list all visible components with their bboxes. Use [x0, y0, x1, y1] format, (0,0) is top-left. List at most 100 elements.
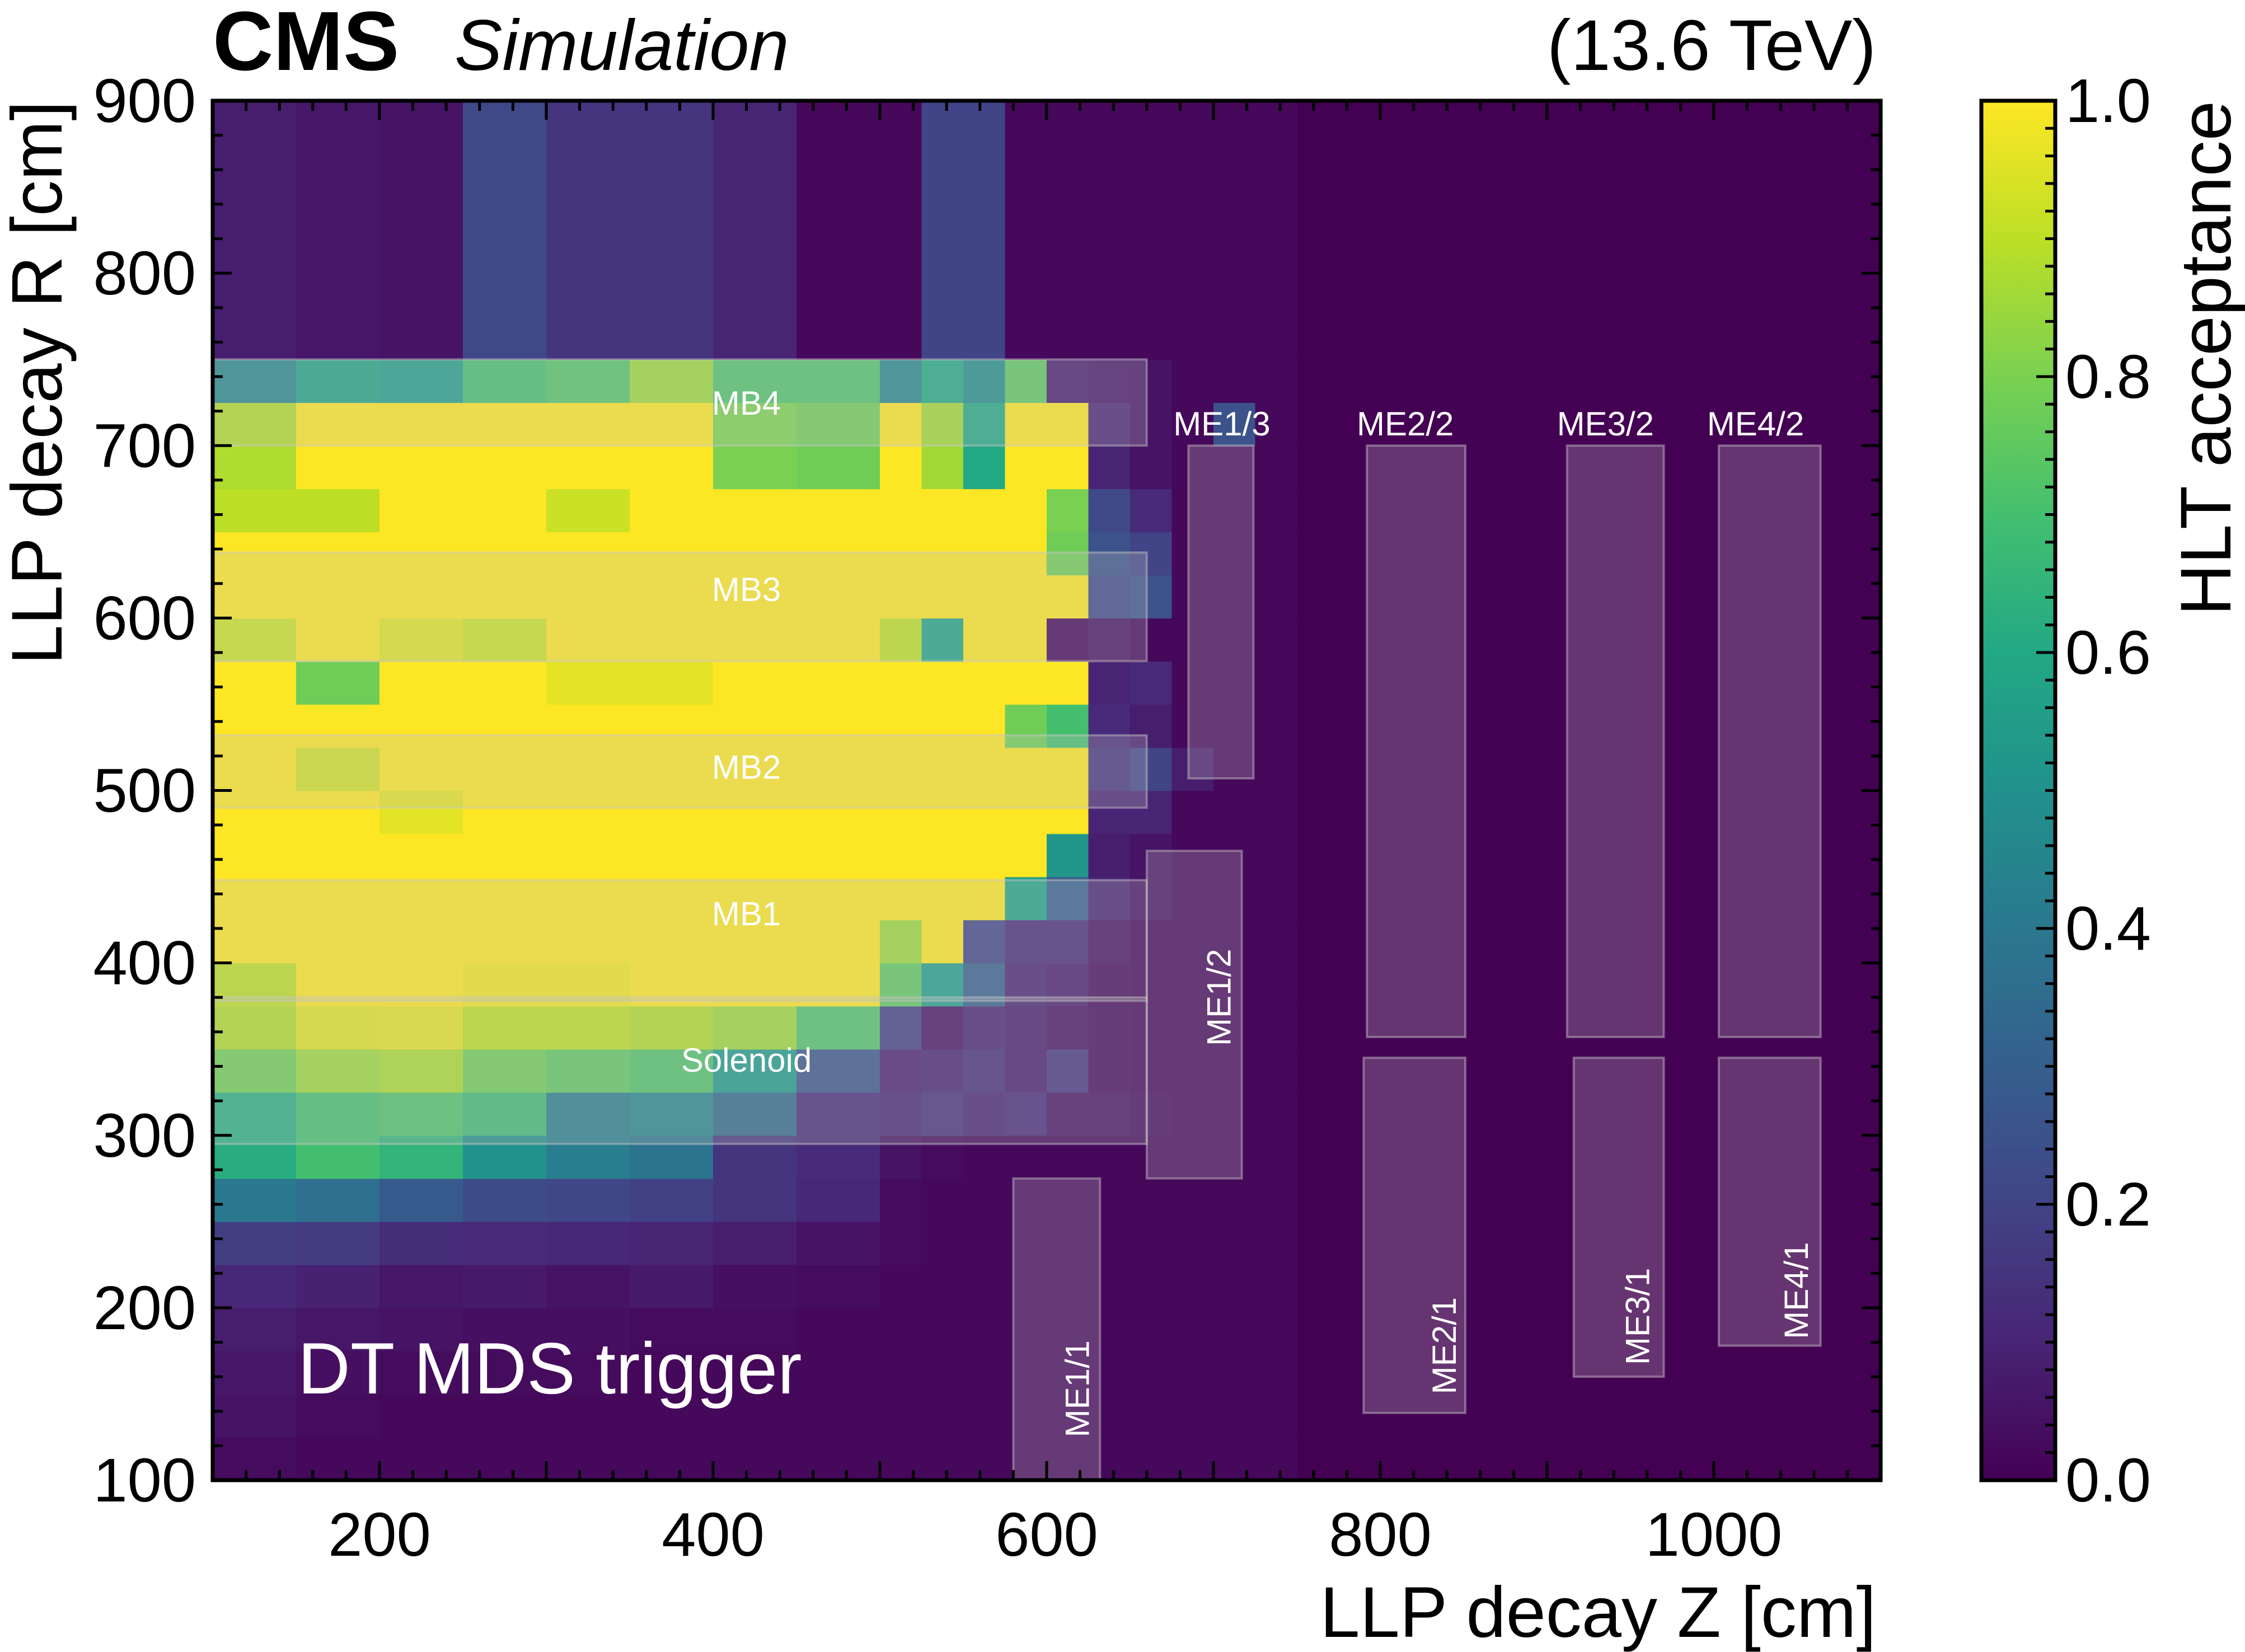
- heatmap-cell: [921, 402, 964, 447]
- heatmap-cell: [796, 876, 880, 921]
- region-mb3: [212, 551, 1148, 663]
- heatmap-cell: [713, 747, 797, 791]
- heatmap-cell: [546, 876, 630, 921]
- heatmap-cell: [963, 833, 1006, 877]
- heatmap-cell: [296, 618, 380, 662]
- heatmap-cell: [630, 532, 714, 576]
- heatmap-cell: [1005, 1393, 1047, 1438]
- heatmap-cell: [713, 1350, 797, 1395]
- heatmap-cell: [463, 747, 547, 791]
- heatmap-cell: [1088, 1135, 1131, 1179]
- y-tick-label: 200: [93, 1274, 196, 1343]
- heatmap-cell: [1005, 1135, 1047, 1179]
- heatmap-cell: [463, 661, 547, 705]
- heatmap-cell: [880, 445, 922, 490]
- trigger-annotation: DT MDS trigger: [298, 1327, 802, 1409]
- heatmap-cell: [1171, 359, 1214, 403]
- heatmap-cell: [921, 833, 964, 877]
- heatmap-cell: [213, 532, 297, 576]
- heatmap-cell: [463, 618, 547, 662]
- heatmap-cell: [1130, 704, 1173, 748]
- heatmap-cell: [921, 532, 964, 576]
- heatmap-cell: [630, 575, 714, 619]
- heatmap-cell: [463, 1178, 547, 1222]
- heatmap-cell: [296, 402, 380, 447]
- heatmap-cell: [213, 1393, 297, 1438]
- heatmap-cell: [1255, 1393, 1297, 1438]
- heatmap-cell: [921, 1264, 964, 1308]
- heatmap-cell: [1171, 1221, 1214, 1265]
- heatmap-cell: [1255, 919, 1297, 964]
- heatmap-cell: [1130, 1264, 1173, 1308]
- heatmap-cell: [921, 1221, 964, 1265]
- heatmap-cell: [213, 747, 297, 791]
- heatmap-cell: [379, 1350, 463, 1395]
- cms-label: CMS: [213, 0, 399, 88]
- heatmap-cell: [213, 1437, 297, 1481]
- heatmap-cell: [213, 1135, 297, 1179]
- heatmap-cell: [1047, 101, 1089, 360]
- heatmap-cell: [213, 489, 297, 533]
- heatmap-cell: [1047, 833, 1089, 877]
- heatmap-cell: [1130, 833, 1173, 877]
- heatmap-cell: [880, 833, 922, 877]
- heatmap-cell: [213, 833, 297, 877]
- heatmap-cell: [921, 747, 964, 791]
- heatmap-cell: [1171, 618, 1214, 662]
- heatmap-cell: [463, 963, 547, 1007]
- heatmap-cell: [1255, 445, 1297, 490]
- heatmap-cell: [963, 1135, 1006, 1179]
- heatmap-cell: [296, 1049, 380, 1093]
- heatmap-cell: [1088, 402, 1131, 447]
- heatmap-cell: [963, 618, 1006, 662]
- heatmap-cell: [1130, 1350, 1173, 1395]
- heatmap-cell: [213, 575, 297, 619]
- heatmap-cell: [796, 704, 880, 748]
- colorbar-tick-label: 1.0: [2065, 67, 2151, 135]
- y-tick-label: 400: [93, 929, 196, 998]
- heatmap-cell: [796, 101, 880, 360]
- heatmap-cell: [1047, 532, 1089, 576]
- heatmap-cell: [379, 876, 463, 921]
- heatmap-cell: [1171, 489, 1214, 533]
- heatmap-cell: [463, 1437, 547, 1481]
- colorbar-tick-label: 0.8: [2065, 342, 2151, 411]
- heatmap-cell: [546, 1350, 630, 1395]
- region-label: ME3/1: [1619, 1268, 1657, 1365]
- heatmap-cell: [713, 1264, 797, 1308]
- heatmap-cell: [713, 919, 797, 964]
- heatmap-cell: [296, 1178, 380, 1222]
- heatmap-cell: [1088, 101, 1131, 360]
- heatmap-cell: [1005, 445, 1047, 490]
- heatmap-cell: [1213, 101, 1256, 360]
- colorbar: [1979, 98, 2057, 1482]
- heatmap-cell: [713, 402, 797, 447]
- heatmap-cell: [546, 1437, 630, 1481]
- heatmap-cell: [1255, 101, 1297, 360]
- heatmap-cell: [1171, 1264, 1214, 1308]
- heatmap-cell: [546, 790, 630, 834]
- heatmap-cell: [921, 445, 964, 490]
- heatmap-cell: [796, 1006, 880, 1050]
- heatmap-cell: [921, 876, 964, 921]
- heatmap-cell: [921, 1006, 964, 1050]
- heatmap-cell: [1213, 489, 1256, 533]
- region-me1-3: [1187, 444, 1255, 780]
- heatmap-cell: [630, 101, 714, 360]
- heatmap-cell: [963, 1006, 1006, 1050]
- y-tick-label: 100: [93, 1446, 196, 1515]
- heatmap-cell: [1255, 1092, 1297, 1136]
- heatmap-cell: [1213, 402, 1256, 447]
- heatmap-cell: [1171, 833, 1214, 877]
- heatmap-cell: [1130, 1307, 1173, 1351]
- heatmap-cell: [546, 445, 630, 490]
- heatmap-cell: [379, 445, 463, 490]
- heatmap-cell: [213, 1221, 297, 1265]
- colorbar-tick-label: 0.4: [2065, 894, 2151, 963]
- heatmap-cell: [379, 919, 463, 964]
- heatmap-cell: [1130, 101, 1173, 360]
- heatmap-cell: [1130, 963, 1173, 1007]
- heatmap-cell: [296, 876, 380, 921]
- heatmap-cell: [463, 919, 547, 964]
- heatmap-cell: [1047, 1178, 1089, 1222]
